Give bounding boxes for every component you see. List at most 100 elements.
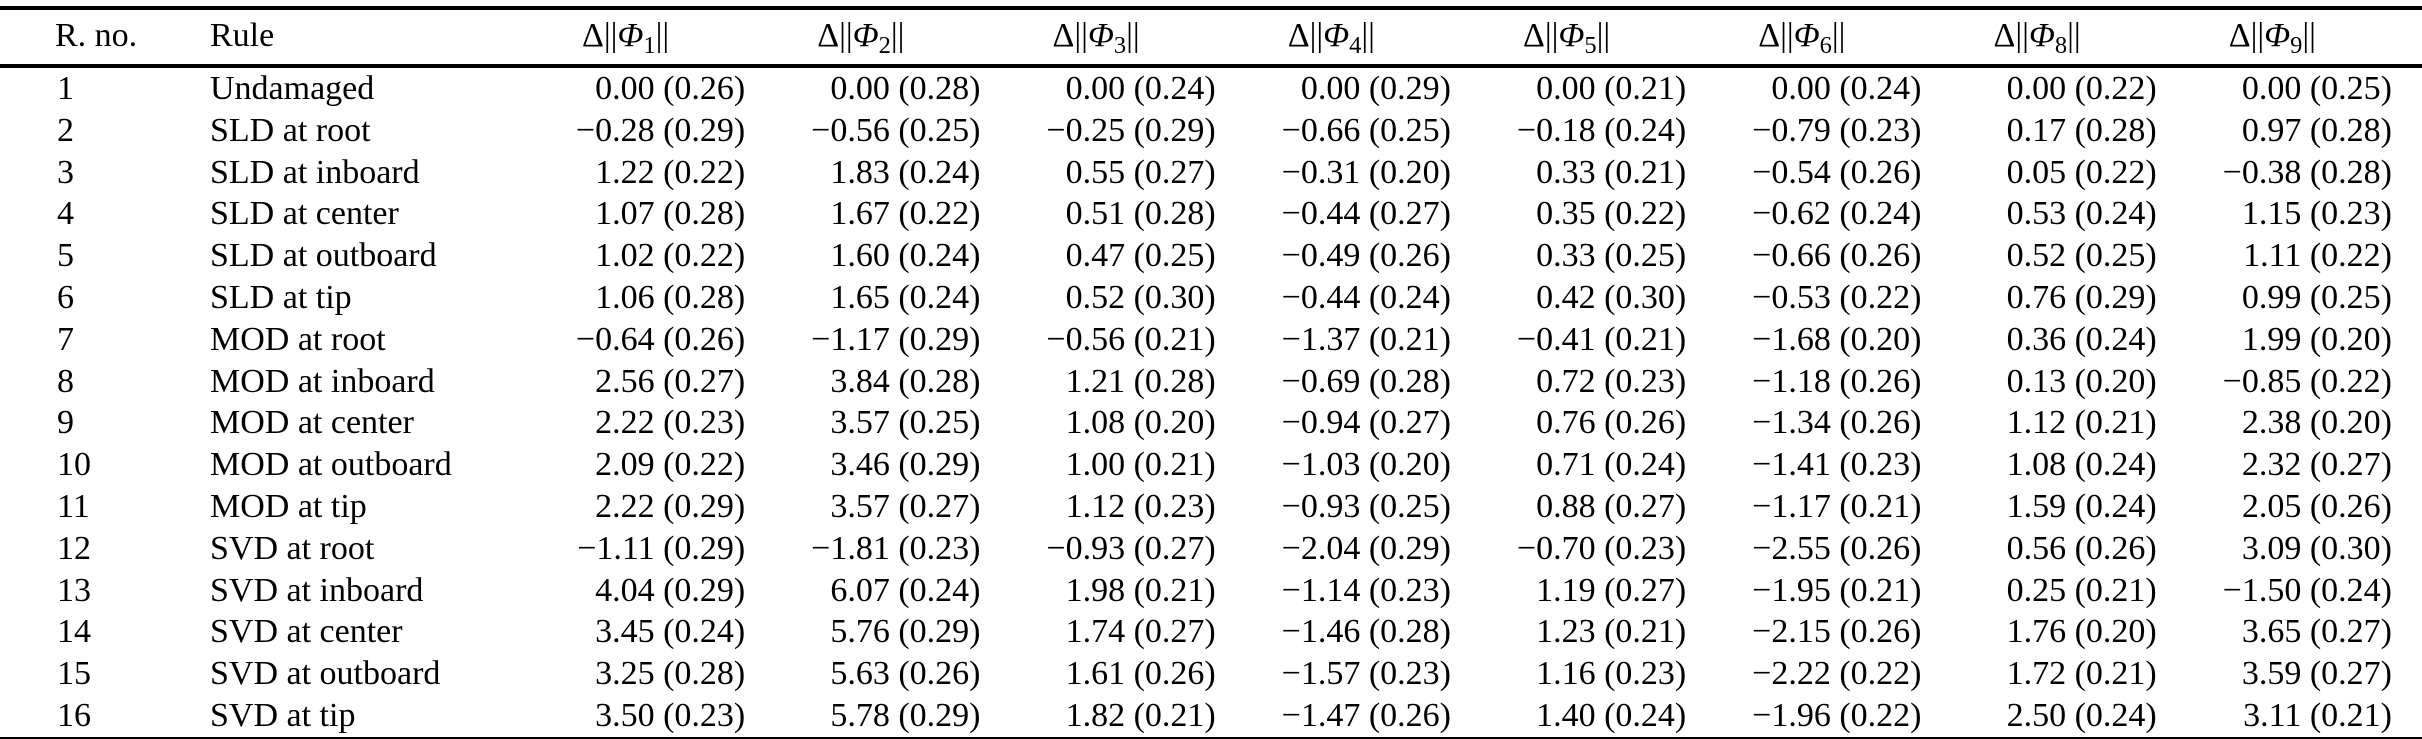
value-cell: −1.81 (0.23) (811, 529, 981, 567)
value-cell: 0.51 (0.28) (1065, 195, 1216, 233)
rule-cell: MOD at outboard (210, 446, 452, 484)
value-cell: 2.09 (0.22) (595, 446, 746, 484)
rule-cell: MOD at root (210, 320, 386, 358)
value-cell: −1.18 (0.26) (1752, 362, 1922, 400)
table-row: 13 SVD at inboard 4.04 (0.29) 6.07 (0.24) 1.… (0, 570, 2422, 612)
value-cell: −2.55 (0.26) (1752, 529, 1922, 567)
value-cell: 1.19 (0.27) (1536, 571, 1687, 609)
value-cell: −1.95 (0.21) (1752, 571, 1922, 609)
value-cell: 0.00 (0.26) (595, 70, 746, 107)
value-cell: 3.09 (0.30) (2241, 529, 2392, 567)
header-cell-phi-8: Δ||Φ8|| (1951, 8, 2187, 68)
value-cell: 3.57 (0.25) (830, 404, 981, 442)
row-number-cell: 8 (57, 362, 74, 400)
phi-symbol: Φ (2028, 17, 2055, 54)
value-cell: 3.50 (0.23) (595, 696, 746, 734)
value-cell: 1.15 (0.23) (2241, 195, 2392, 233)
table-row: 6 SLD at tip 1.06 (0.28) 1.65 (0.24) 0.52 (0… (0, 277, 2422, 319)
value-cell: 1.67 (0.22) (830, 195, 981, 233)
rule-cell: SLD at inboard (210, 153, 420, 191)
value-cell: −0.85 (0.22) (2222, 362, 2392, 400)
table-row: 3 SLD at inboard 1.22 (0.22) 1.83 (0.24) 0.5… (0, 152, 2422, 194)
value-cell: 5.63 (0.26) (830, 655, 981, 693)
value-cell: 0.00 (0.25) (2241, 70, 2392, 107)
phi-symbol: Φ (1087, 17, 1114, 54)
phi-symbol: Φ (1793, 17, 1820, 54)
value-cell: −1.37 (0.21) (1281, 320, 1451, 358)
value-cell: 3.46 (0.29) (830, 446, 981, 484)
value-cell: −0.25 (0.29) (1046, 111, 1216, 149)
value-cell: −1.57 (0.23) (1281, 655, 1451, 693)
phi-symbol: Φ (852, 17, 879, 54)
value-cell: 1.08 (0.24) (2006, 446, 2157, 484)
value-cell: 3.57 (0.27) (830, 487, 981, 525)
value-cell: −0.62 (0.24) (1752, 195, 1922, 233)
value-cell: −1.96 (0.22) (1752, 696, 1922, 734)
value-cell: −2.15 (0.26) (1752, 613, 1922, 651)
rule-cell: SLD at root (210, 111, 371, 149)
value-cell: 4.04 (0.29) (595, 571, 746, 609)
value-cell: 1.12 (0.21) (2006, 404, 2157, 442)
value-cell: 0.71 (0.24) (1536, 446, 1687, 484)
value-cell: −1.17 (0.29) (811, 320, 981, 358)
header-cell-phi-1: Δ||Φ1|| (540, 8, 776, 68)
header-cell-phi-2: Δ||Φ2|| (775, 8, 1011, 68)
value-cell: 2.32 (0.27) (2241, 446, 2392, 484)
value-cell: −1.14 (0.23) (1281, 571, 1451, 609)
value-cell: 1.00 (0.21) (1065, 446, 1216, 484)
rule-cell: SLD at center (210, 195, 399, 233)
value-cell: −0.56 (0.25) (811, 111, 981, 149)
value-cell: −2.04 (0.29) (1281, 529, 1451, 567)
phi-symbol: Φ (2264, 17, 2291, 54)
value-cell: 0.76 (0.26) (1536, 404, 1687, 442)
row-number-cell: 13 (57, 571, 91, 609)
value-cell: −1.68 (0.20) (1752, 320, 1922, 358)
header-cell-rule: Rule (150, 8, 540, 68)
mode-subscript: 3 (1113, 31, 1127, 59)
table-row: 2 SLD at root −0.28 (0.29) −0.56 (0.25) −0.2… (0, 110, 2422, 152)
value-cell: 0.52 (0.30) (1065, 278, 1216, 316)
value-cell: 0.52 (0.25) (2006, 237, 2157, 275)
value-cell: 0.42 (0.30) (1536, 278, 1687, 316)
row-number-cell: 6 (57, 278, 74, 316)
value-cell: −1.03 (0.20) (1281, 446, 1451, 484)
value-cell: −0.41 (0.21) (1516, 320, 1687, 358)
header-cell-phi-4: Δ||Φ4|| (1245, 8, 1481, 68)
value-cell: 0.00 (0.22) (2006, 70, 2157, 107)
value-cell: −1.50 (0.24) (2222, 571, 2392, 609)
row-number-cell: 10 (57, 446, 91, 484)
table-row: 7 MOD at root −0.64 (0.26) −1.17 (0.29) −0.5… (0, 319, 2422, 361)
value-cell: 1.07 (0.28) (595, 195, 746, 233)
mode-subscript: 2 (878, 31, 891, 59)
value-cell: 0.72 (0.23) (1536, 362, 1687, 400)
value-cell: 1.08 (0.20) (1065, 404, 1216, 442)
rule-cell: Undamaged (210, 70, 375, 107)
value-cell: 3.65 (0.27) (2241, 613, 2392, 651)
mode-subscript: 1 (643, 31, 656, 59)
results-table: R. no. Rule Δ||Φ1|| Δ||Φ2|| Δ||Φ3|| Δ||Φ4|| Δ|… (0, 6, 2422, 739)
value-cell: 3.59 (0.27) (2241, 655, 2392, 693)
rule-cell: SVD at root (210, 529, 375, 567)
mode-subscript: 9 (2290, 31, 2303, 59)
value-cell: −0.49 (0.26) (1281, 237, 1451, 275)
header-cell-phi-9: Δ||Φ9|| (2186, 8, 2422, 68)
value-cell: −0.28 (0.29) (575, 111, 746, 149)
value-cell: −0.38 (0.28) (2222, 153, 2392, 191)
value-cell: 0.33 (0.25) (1536, 237, 1687, 275)
value-cell: 1.21 (0.28) (1065, 362, 1216, 400)
value-cell: −0.93 (0.25) (1281, 487, 1451, 525)
row-number-cell: 16 (57, 696, 91, 734)
value-cell: 1.76 (0.20) (2006, 613, 2157, 651)
table-row: 1 Undamaged 0.00 (0.26) 0.00 (0.28) 0.00 (0.… (0, 66, 2422, 110)
value-cell: 1.06 (0.28) (595, 278, 746, 316)
value-cell: −1.17 (0.21) (1752, 487, 1922, 525)
header-row: R. no. Rule Δ||Φ1|| Δ||Φ2|| Δ||Φ3|| Δ||Φ4|| Δ|… (0, 8, 2422, 68)
value-cell: 2.05 (0.26) (2241, 487, 2392, 525)
row-number-cell: 5 (57, 237, 74, 275)
phi-symbol: Φ (1323, 17, 1350, 54)
phi-symbol: Φ (617, 17, 644, 54)
table-body: 1 Undamaged 0.00 (0.26) 0.00 (0.28) 0.00 (0.… (0, 66, 2422, 739)
rule-cell: MOD at inboard (210, 362, 435, 400)
rule-cell: SVD at inboard (210, 571, 424, 609)
table-header: R. no. Rule Δ||Φ1|| Δ||Φ2|| Δ||Φ3|| Δ||Φ4|| Δ|… (0, 8, 2422, 68)
